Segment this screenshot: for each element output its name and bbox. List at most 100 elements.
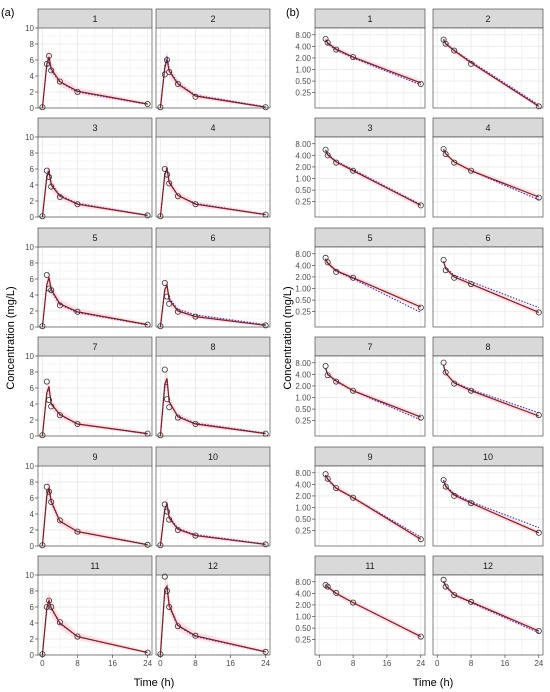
prediction-band	[160, 278, 266, 327]
x-tick-label: 24	[143, 659, 152, 668]
y-tick-label: 2	[30, 88, 35, 97]
y-tick-label: 4.00	[295, 589, 311, 598]
y-tick-label: 1.00	[295, 504, 311, 513]
observed-point	[161, 165, 168, 172]
observed-point	[157, 213, 164, 220]
observed-point	[74, 201, 81, 208]
observed-point	[350, 54, 357, 61]
observed-point	[166, 180, 173, 187]
x-tick-label: 8	[75, 659, 80, 668]
facet-strip-label: 2	[210, 14, 215, 24]
observed-point	[166, 604, 173, 611]
observed-point	[48, 183, 55, 190]
observed-point	[333, 46, 340, 53]
facet-a-2: 2	[155, 8, 271, 111]
facet-frame	[155, 136, 271, 218]
facet-frame	[155, 27, 271, 109]
observed-point	[468, 598, 475, 605]
y-tick-label: 0	[30, 432, 35, 441]
observed-point	[157, 542, 164, 549]
facet-a-8: 8	[155, 336, 271, 439]
individual-fit-line	[325, 584, 422, 638]
facet-strip-label: 6	[485, 233, 490, 243]
facet-b-1: 1 0.25 0.50 1.00 2.00 4.00 8.00	[295, 8, 426, 109]
facet-b-12: 12 0 8 16 24	[432, 555, 544, 668]
observed-point	[166, 516, 173, 523]
facet-a-6: 6	[155, 227, 271, 330]
y-tick-label: 0	[30, 323, 35, 332]
observed-point	[535, 103, 542, 110]
facet-a-7: 7 0 2 4 6 8 10	[25, 336, 153, 441]
population-fit-line	[325, 40, 422, 86]
x-tick-label: 8	[469, 659, 474, 668]
observed-point	[161, 366, 168, 373]
observed-point	[442, 267, 449, 274]
panel-b-label: (b)	[286, 7, 299, 19]
observed-point	[192, 201, 199, 208]
individual-fit-line	[159, 59, 266, 109]
prediction-band	[160, 368, 266, 436]
observed-point	[442, 151, 449, 158]
facet-frame	[37, 355, 153, 437]
observed-point	[440, 359, 447, 366]
observed-point	[48, 287, 55, 294]
y-tick-label: 6	[30, 56, 35, 65]
observed-point	[157, 104, 164, 111]
prediction-band	[443, 578, 539, 634]
observed-point	[174, 414, 181, 421]
facet-frame	[432, 246, 544, 328]
observed-point	[74, 308, 81, 315]
observed-point	[39, 213, 46, 220]
observed-point	[157, 432, 164, 439]
y-tick-label: 0	[30, 651, 35, 660]
individual-fit-line	[159, 502, 266, 547]
population-fit-line	[41, 57, 148, 109]
observed-point	[163, 293, 170, 300]
observed-point	[48, 604, 55, 611]
observed-point	[333, 485, 340, 492]
observed-point	[192, 313, 199, 320]
observed-point	[262, 322, 269, 329]
y-tick-label: 8	[30, 478, 35, 487]
facet-b-4: 4	[432, 117, 544, 218]
observed-point	[166, 69, 173, 76]
y-tick-label: 0.25	[295, 417, 311, 426]
observed-point	[468, 60, 475, 67]
y-tick-label: 4	[30, 291, 35, 300]
facet-strip-label: 6	[210, 233, 215, 243]
y-tick-label: 6	[30, 165, 35, 174]
observed-point	[192, 420, 199, 427]
y-tick-label: 0.25	[295, 527, 311, 536]
y-tick-label: 2.00	[295, 492, 311, 501]
observed-point	[324, 39, 331, 46]
y-tick-label: 8.00	[295, 140, 311, 149]
individual-fit-line	[325, 39, 422, 84]
observed-point	[39, 323, 46, 330]
facet-a-4: 4	[155, 117, 271, 220]
x-tick-label: 16	[108, 659, 117, 668]
observed-point	[535, 529, 542, 536]
observed-point	[417, 202, 424, 209]
observed-point	[161, 573, 168, 580]
observed-point	[43, 378, 50, 385]
observed-point	[163, 57, 170, 64]
panel-a-x-axis-title: Time (h)	[134, 677, 175, 689]
panel-a-y-axis-title: Concentration (mg/L)	[5, 286, 17, 389]
y-tick-label: 8.00	[295, 250, 311, 259]
observed-point	[74, 528, 81, 535]
observed-point	[161, 71, 168, 78]
observed-point	[333, 159, 340, 166]
observed-point	[350, 167, 357, 174]
y-tick-label: 0.50	[295, 186, 311, 195]
facet-strip-label: 7	[92, 342, 97, 352]
observed-point	[56, 193, 63, 200]
facet-frame	[314, 355, 426, 437]
observed-point	[417, 304, 424, 311]
individual-fit-line	[325, 258, 422, 308]
x-tick-label: 0	[435, 659, 440, 668]
facet-strip-label: 12	[483, 561, 493, 571]
y-tick-label: 2	[30, 197, 35, 206]
facet-strip-label: 7	[367, 342, 372, 352]
y-tick-label: 10	[25, 243, 34, 252]
